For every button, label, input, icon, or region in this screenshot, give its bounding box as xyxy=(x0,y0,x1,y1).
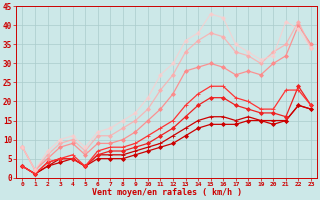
X-axis label: Vent moyen/en rafales ( km/h ): Vent moyen/en rafales ( km/h ) xyxy=(92,188,242,197)
